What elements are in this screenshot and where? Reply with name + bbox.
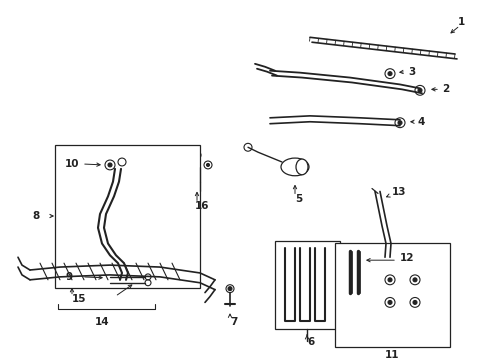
Circle shape: [227, 287, 231, 291]
Text: 7: 7: [229, 317, 237, 327]
Text: 15: 15: [72, 294, 86, 305]
Text: 13: 13: [391, 188, 406, 197]
Ellipse shape: [281, 158, 308, 176]
Circle shape: [397, 121, 401, 125]
Circle shape: [417, 88, 421, 92]
Bar: [274, 240, 339, 329]
Circle shape: [108, 163, 112, 167]
Text: 9: 9: [65, 272, 72, 282]
Text: 10: 10: [65, 159, 80, 169]
Text: 3: 3: [407, 67, 414, 77]
Circle shape: [387, 72, 391, 76]
Circle shape: [387, 278, 391, 282]
Circle shape: [195, 154, 198, 157]
Text: 5: 5: [294, 194, 302, 204]
Circle shape: [412, 301, 416, 304]
Text: 8: 8: [32, 211, 39, 221]
Text: 6: 6: [306, 337, 314, 347]
Text: 2: 2: [441, 84, 448, 94]
Circle shape: [412, 278, 416, 282]
Bar: [334, 243, 449, 347]
Text: 1: 1: [457, 17, 464, 27]
Text: 14: 14: [95, 317, 109, 327]
Bar: [55, 145, 200, 288]
Circle shape: [387, 301, 391, 304]
Text: 12: 12: [399, 253, 414, 263]
Text: 16: 16: [195, 201, 209, 211]
Ellipse shape: [295, 159, 307, 175]
Text: 11: 11: [384, 350, 399, 360]
Circle shape: [206, 163, 209, 166]
Text: 4: 4: [417, 117, 425, 127]
